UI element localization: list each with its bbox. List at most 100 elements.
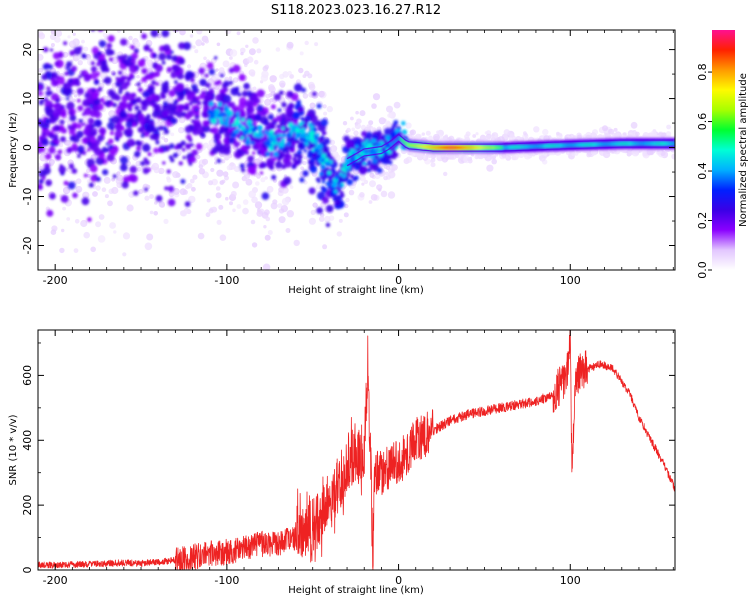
spectrogram-cell	[81, 53, 86, 58]
spectrogram-cell	[155, 195, 163, 202]
spectrogram-cell	[127, 76, 131, 81]
colorbar-tick-label: 0.4	[696, 162, 709, 180]
spectrogram-cell	[180, 0, 183, 2]
spectrogram-cell	[90, 154, 97, 160]
spectrogram-cell	[543, 135, 550, 142]
spectrogram-cell	[490, 146, 494, 149]
spectrogram-cell	[50, 43, 55, 47]
spectrogram-cell	[286, 41, 294, 49]
spectrogram-cell	[98, 127, 107, 135]
spectrogram-cell	[49, 162, 54, 167]
spectrogram-y-tick-label: 0	[21, 144, 34, 151]
spectrogram-cell	[386, 105, 393, 113]
spectrogram-cell	[72, 147, 78, 152]
spectrogram-cell	[435, 146, 438, 149]
spectrogram-cell	[670, 142, 673, 145]
spectrogram-cell	[229, 201, 233, 206]
spectrogram-cell	[172, 30, 180, 33]
spectrogram-cell	[99, 97, 105, 103]
spectrogram-cell	[350, 148, 354, 153]
spectrogram-cell	[474, 154, 479, 160]
spectrogram-cell	[620, 142, 624, 145]
spectrogram-cell	[206, 62, 214, 69]
spectrogram-cell	[380, 190, 388, 198]
spectrogram-cell	[289, 74, 295, 79]
spectrogram-cell	[540, 145, 543, 148]
spectrogram-cell	[167, 185, 175, 193]
spectrogram-cell	[231, 132, 237, 138]
spectrogram-cell	[303, 149, 308, 153]
spectrogram-cell	[323, 111, 328, 116]
spectrogram-cell	[250, 141, 255, 145]
spectrogram-cell	[77, 154, 81, 159]
spectrogram-cell	[635, 131, 640, 137]
spectrogram-cell	[308, 187, 316, 195]
spectrogram-cell	[54, 61, 60, 67]
spectrogram-cell	[176, 98, 181, 102]
spectrogram-cell	[462, 146, 465, 149]
spectrogram-cell	[166, 176, 171, 181]
spectrogram-cell	[362, 141, 366, 146]
spectrogram-cell	[72, 19, 76, 23]
spectrogram-cell	[391, 168, 395, 173]
spectrogram-cell	[396, 138, 399, 141]
spectrogram-cell	[149, 194, 154, 199]
spectrogram-cell	[205, 212, 211, 218]
spectrogram-cell	[209, 2, 213, 6]
spectrogram-cell	[217, 102, 222, 107]
spectrogram-cell	[281, 197, 290, 206]
spectrogram-cell	[92, 191, 98, 197]
spectrogram-cell	[629, 142, 632, 145]
spectrogram-cell	[176, 110, 184, 118]
spectrogram-cell	[50, 77, 56, 82]
spectrogram-cell	[300, 133, 305, 139]
spectrogram-cell	[482, 146, 486, 149]
spectrogram-cell	[95, 221, 102, 228]
spectrogram-cell	[223, 121, 229, 127]
spectrogram-cell	[503, 129, 510, 136]
spectrogram-cell	[83, 231, 90, 239]
spectrogram-cell	[38, 85, 43, 90]
spectrogram-cell	[646, 148, 654, 156]
spectrogram-cell	[55, 75, 60, 80]
spectrogram-cell	[511, 153, 519, 161]
spectrogram-cell	[116, 77, 123, 84]
spectrogram-cell	[268, 136, 274, 142]
spectrogram-cell	[42, 63, 50, 70]
spectrogram-cell	[314, 42, 319, 47]
spectrogram-cell	[172, 6, 180, 14]
spectrogram-cell	[439, 146, 442, 149]
spectrogram-cell	[280, 95, 284, 99]
spectrogram-cell	[470, 146, 473, 149]
spectrogram-cell	[174, 99, 178, 103]
spectrogram-cell	[139, 30, 144, 35]
spectrogram-cell	[355, 110, 359, 115]
spectrogram-cell	[248, 48, 256, 56]
spectrogram-cell	[427, 146, 430, 148]
spectrogram-cell	[270, 90, 276, 96]
spectrogram-cell	[269, 130, 274, 135]
spectrogram-cell	[191, 84, 198, 91]
spectrogram-cell	[281, 186, 289, 194]
spectrogram-cell	[205, 91, 210, 95]
spectrogram-cell	[353, 163, 361, 171]
spectrogram-cell	[222, 60, 230, 68]
spectrogram-cell	[359, 192, 365, 198]
spectrogram-cell	[123, 22, 128, 27]
spectrogram-cell	[170, 158, 175, 163]
spectrogram-band-layer	[390, 132, 675, 154]
spectrogram-cell	[50, 30, 56, 35]
spectrogram-cell	[111, 186, 119, 195]
spectrogram-cell	[308, 83, 316, 91]
spectrogram-cell	[269, 123, 276, 130]
spectrogram-cell	[326, 204, 334, 213]
spectrogram-cell	[258, 163, 264, 169]
spectrogram-cell	[133, 190, 139, 196]
spectrogram-cell	[53, 133, 59, 139]
spectrogram-cell	[90, 14, 95, 19]
spectrogram-cell	[208, 68, 216, 76]
spectrogram-cell	[196, 96, 200, 101]
spectrogram-cell	[171, 55, 178, 62]
spectrogram-cell	[69, 114, 77, 122]
colorbar-tick-label: 0.8	[696, 63, 709, 81]
